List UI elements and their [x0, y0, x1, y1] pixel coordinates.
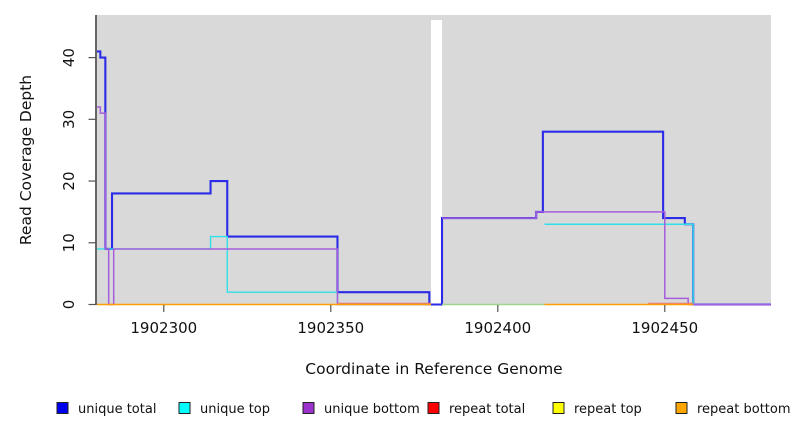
plot-area	[97, 15, 771, 306]
legend: unique total unique top unique bottom repea…	[56, 402, 791, 417]
legend-label-repeat-bottom: repeat bottom	[697, 402, 791, 417]
legend-swatch-repeat-top	[552, 402, 565, 414]
y-axis-title: Read Coverage Depth	[17, 75, 35, 245]
legend-swatch-unique-top	[178, 402, 191, 414]
x-axis-title: Coordinate in Reference Genome	[305, 360, 562, 378]
x-tick-label-1902350: 1902350	[297, 319, 364, 337]
legend-swatch-unique-bottom	[302, 402, 315, 414]
legend-label-repeat-total: repeat total	[449, 402, 525, 417]
y-tick-label-10: 10	[60, 233, 78, 252]
y-tick-label-20: 20	[60, 171, 78, 190]
legend-label-repeat-top: repeat top	[574, 402, 642, 417]
y-tick-label-30: 30	[60, 110, 78, 129]
legend-swatch-unique-total	[56, 402, 69, 414]
y-tick-label-0: 0	[60, 300, 78, 310]
y-tick-label-40: 40	[60, 48, 78, 67]
legend-label-unique-bottom: unique bottom	[324, 402, 420, 417]
x-tick-label-1902300: 1902300	[130, 319, 197, 337]
legend-label-unique-top: unique top	[200, 402, 270, 417]
legend-label-unique-total: unique total	[78, 402, 156, 417]
legend-swatch-repeat-total	[427, 402, 440, 414]
axes: 0 10 20 30 40 1902300 1902350 1902400 1902450	[60, 15, 698, 337]
x-tick-label-1902400: 1902400	[464, 319, 531, 337]
coverage-gap	[430, 20, 443, 305]
x-tick-label-1902450: 1902450	[631, 319, 698, 337]
series-unique-bottom-segment-1	[97, 106, 431, 306]
legend-swatch-repeat-bottom	[675, 402, 688, 414]
